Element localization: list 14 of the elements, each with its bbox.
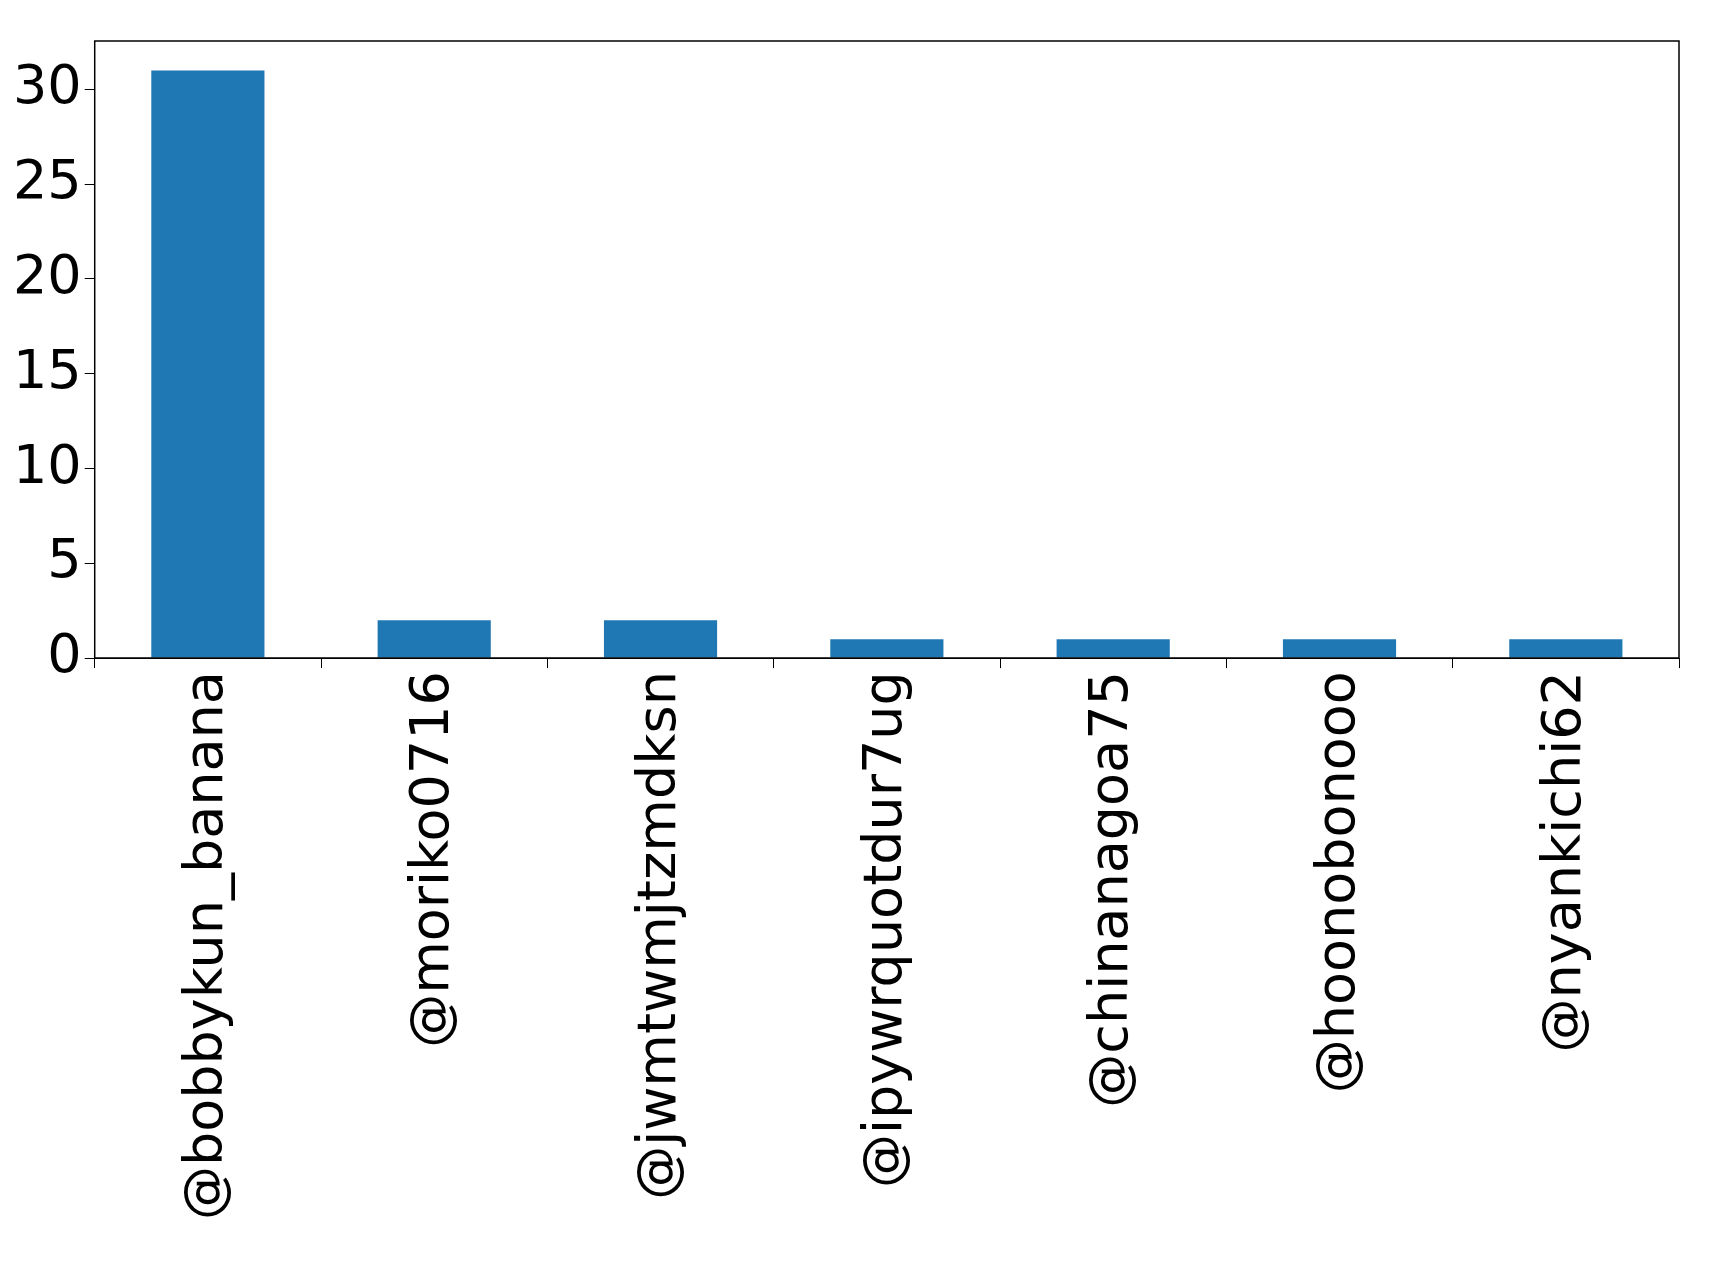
x-tick-label: @ipywrquotdur7ug bbox=[850, 671, 914, 1189]
x-tick-label: @hoonobonooo bbox=[1303, 671, 1367, 1094]
y-tick-label: 0 bbox=[47, 622, 82, 686]
y-tick-label: 25 bbox=[12, 148, 82, 212]
y-tick-label: 30 bbox=[12, 53, 82, 117]
x-tick-label: @jwmtwmjtzmdksn bbox=[624, 671, 688, 1200]
x-tick-label: @moriko0716 bbox=[398, 671, 462, 1048]
y-tick-label: 5 bbox=[47, 527, 82, 591]
x-tick-label: @chinanagoa75 bbox=[1077, 671, 1141, 1108]
y-tick-label: 15 bbox=[12, 337, 82, 401]
x-tick-label: @nyankichi62 bbox=[1529, 671, 1593, 1053]
y-tick-label: 20 bbox=[12, 242, 82, 306]
y-tick-label: 10 bbox=[12, 432, 82, 496]
x-tick-label: @bobbykun_banana bbox=[171, 671, 235, 1220]
